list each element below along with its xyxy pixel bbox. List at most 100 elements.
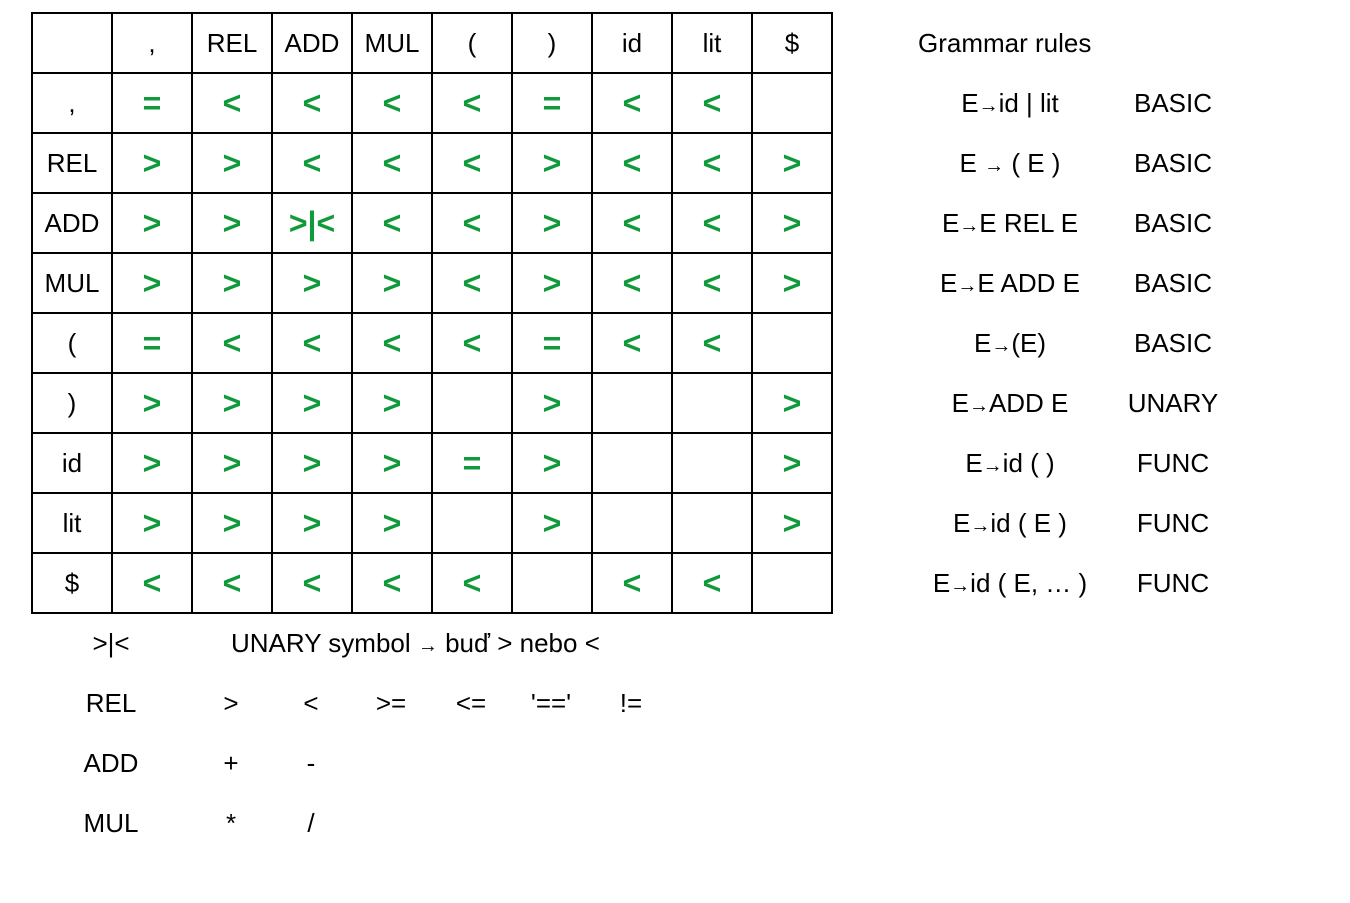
unary-description: UNARY symbol → buď > nebo < [231, 628, 600, 659]
row-header: ADD [31, 192, 113, 254]
rule-rhs: (E) [1011, 328, 1047, 358]
relation-cell: > [111, 192, 193, 254]
operator-symbol: + [223, 748, 239, 778]
unary-description-text-1: UNARY symbol [231, 628, 418, 658]
operator-symbol: * [225, 808, 237, 838]
column-header: id [591, 12, 673, 74]
relation-cell: > [111, 492, 193, 554]
corner-cell [31, 12, 113, 74]
rule-rhs: id ( E, … ) [970, 568, 1088, 598]
rule-rhs: ADD E [988, 388, 1069, 418]
operator-symbol: != [619, 688, 643, 718]
arrow-icon: → [984, 155, 1005, 177]
relation-cell: < [591, 72, 673, 134]
relation-cell: > [511, 372, 593, 434]
relation-cell: >|< [271, 192, 353, 254]
relation-cell: < [431, 252, 513, 314]
relation-cell: < [431, 132, 513, 194]
relation-cell: < [351, 312, 433, 374]
arrow-icon: → [970, 515, 991, 537]
relation-cell: < [591, 312, 673, 374]
row-header: ) [31, 372, 113, 434]
relation-cell: > [351, 372, 433, 434]
arrow-icon: → [982, 455, 1003, 477]
rule-rhs: E ADD E [977, 268, 1080, 298]
rule-lhs: E [932, 568, 951, 598]
relation-cell [511, 552, 593, 614]
rule-lhs: E [941, 208, 960, 238]
rule-type: UNARY [1127, 388, 1219, 418]
unary-symbol: >|< [92, 628, 130, 658]
relation-cell: > [351, 492, 433, 554]
relation-cell: = [431, 432, 513, 494]
relation-cell: > [511, 192, 593, 254]
column-header: , [111, 12, 193, 74]
row-header: id [31, 432, 113, 494]
rule-lhs: E [953, 508, 971, 538]
relation-cell: < [671, 312, 753, 374]
table-row: id > > > > = > > [31, 432, 833, 494]
rule-type: FUNC [1136, 448, 1210, 478]
rule-lhs: E [973, 328, 992, 358]
operator-symbol: / [307, 808, 315, 838]
grammar-rule: E→id ( E ) [953, 508, 1067, 539]
relation-cell: = [511, 72, 593, 134]
relation-cell: < [671, 72, 753, 134]
operator-group-name: MUL [83, 808, 139, 838]
table-row: lit > > > > > > [31, 492, 833, 554]
relation-cell: < [271, 132, 353, 194]
relation-cell: < [591, 132, 673, 194]
relation-cell: < [111, 552, 193, 614]
rule-type: FUNC [1136, 568, 1210, 598]
row-header: lit [31, 492, 113, 554]
column-header: ( [431, 12, 513, 74]
relation-cell: < [191, 72, 273, 134]
relation-cell: > [511, 132, 593, 194]
row-header: ( [31, 312, 113, 374]
relation-cell [591, 372, 673, 434]
operator-group-name: ADD [83, 748, 139, 778]
relation-cell: > [111, 432, 193, 494]
grammar-title: Grammar rules [918, 28, 1092, 58]
operator-symbol: > [223, 688, 239, 718]
relation-cell: < [671, 552, 753, 614]
rule-lhs: E [951, 388, 969, 418]
grammar-rule: E→id | lit [961, 88, 1059, 119]
relation-cell: < [431, 192, 513, 254]
relation-cell: < [191, 552, 273, 614]
relation-cell: < [671, 192, 753, 254]
table-row: ) > > > > > > [31, 372, 833, 434]
operator-symbol: '==' [530, 688, 572, 718]
relation-cell: < [351, 192, 433, 254]
rule-rhs: id ( ) [1002, 448, 1055, 478]
relation-cell: < [671, 132, 753, 194]
relation-cell: > [751, 132, 833, 194]
relation-cell: > [751, 432, 833, 494]
column-header: ) [511, 12, 593, 74]
rule-rhs: E REL E [979, 208, 1079, 238]
grammar-rule: E→id ( ) [965, 448, 1054, 479]
grammar-rule: E→ADD E [952, 388, 1069, 419]
relation-cell [671, 432, 753, 494]
operator-symbol: < [303, 688, 319, 718]
rule-type: BASIC [1133, 268, 1213, 298]
relation-cell [671, 492, 753, 554]
column-header: ADD [271, 12, 353, 74]
rule-type: FUNC [1136, 508, 1210, 538]
relation-cell: > [191, 132, 273, 194]
precedence-table: , REL ADD MUL() id lit $, = < < < < = < < REL > > < < < > < < > A… [31, 12, 833, 614]
rule-type: BASIC [1133, 208, 1213, 238]
grammar-rule: E→(E) [974, 328, 1046, 359]
rule-rhs: ( E ) [1004, 148, 1061, 178]
table-row: MUL > > > > < > < < > [31, 252, 833, 314]
row-header: REL [31, 132, 113, 194]
operator-group-name: REL [85, 688, 137, 718]
arrow-icon: → [957, 275, 978, 297]
rule-lhs: E [961, 88, 979, 118]
operator-symbol: <= [455, 688, 487, 718]
relation-cell: > [191, 192, 273, 254]
relation-cell: < [271, 312, 353, 374]
rule-lhs: E [940, 268, 958, 298]
row-header: , [31, 72, 113, 134]
relation-cell: > [191, 252, 273, 314]
